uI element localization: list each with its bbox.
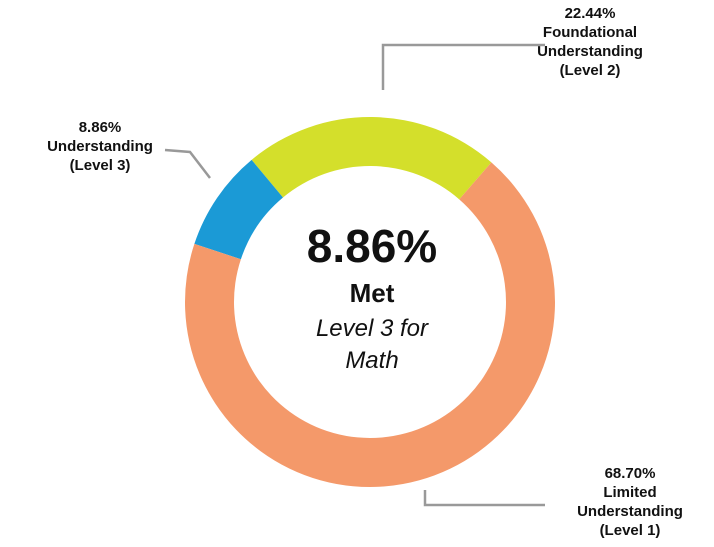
segment-category-label: Foundational Understanding (Level 2) xyxy=(537,24,643,79)
center-title: Met xyxy=(350,278,395,308)
segment-category-label: Understanding (Level 3) xyxy=(47,138,153,174)
segment-value-label: 68.70% xyxy=(605,465,656,482)
leader-line xyxy=(164,148,211,179)
leader-line xyxy=(423,490,545,507)
donut-segment xyxy=(185,162,556,488)
leader-line xyxy=(381,43,545,90)
donut-segment xyxy=(251,116,492,200)
center-value: 8.86% xyxy=(307,220,437,272)
donut-segment xyxy=(194,159,283,260)
segment-value-label: 22.44% xyxy=(565,5,616,22)
segment-value-label: 8.86% xyxy=(79,119,122,136)
segment-category-label: Limited Understanding (Level 1) xyxy=(577,484,683,539)
center-subtitle: Level 3 for Math xyxy=(316,315,429,374)
